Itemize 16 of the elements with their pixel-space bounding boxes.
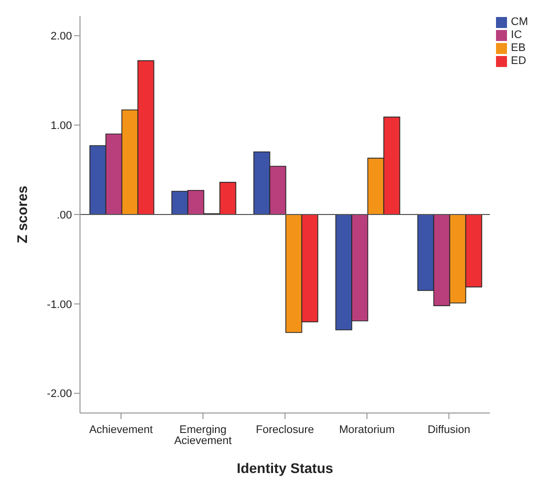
y-tick-label: -2.00 — [46, 388, 72, 400]
x-tick-label: Diffusion — [428, 424, 470, 436]
y-tick-label: 2.00 — [50, 30, 72, 43]
legend-label: CM — [510, 16, 528, 28]
x-tick-label: Foreclosure — [256, 424, 314, 436]
legend-label: IC — [510, 29, 522, 41]
y-tick-label: 1.00 — [50, 120, 72, 132]
y-tick-label: .00 — [56, 209, 72, 222]
legend-label: EB — [510, 42, 526, 54]
x-tick-label: Moratorium — [339, 424, 395, 436]
y-axis-title: Z scores — [14, 185, 30, 244]
x-tick-label: Achievement — [89, 424, 153, 436]
y-tick-label: -1.00 — [46, 298, 72, 311]
legend-label: ED — [510, 55, 526, 67]
x-axis-title: Identity Status — [236, 460, 334, 476]
x-tick-label: Emerging Acievement — [174, 424, 232, 447]
